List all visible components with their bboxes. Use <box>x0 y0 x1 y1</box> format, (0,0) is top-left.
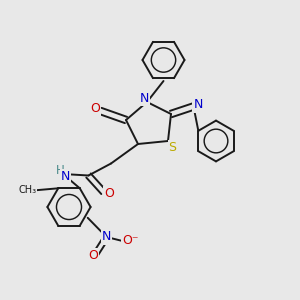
Text: N: N <box>102 230 111 244</box>
Text: O⁻: O⁻ <box>122 234 139 248</box>
Text: O: O <box>104 187 114 200</box>
Text: N: N <box>61 170 70 183</box>
Text: CH₃: CH₃ <box>19 185 37 195</box>
Text: N: N <box>193 98 203 112</box>
Text: H: H <box>56 164 64 177</box>
Text: O: O <box>88 249 98 262</box>
Text: S: S <box>169 141 176 154</box>
Text: O: O <box>90 102 100 115</box>
Text: N: N <box>139 92 149 105</box>
